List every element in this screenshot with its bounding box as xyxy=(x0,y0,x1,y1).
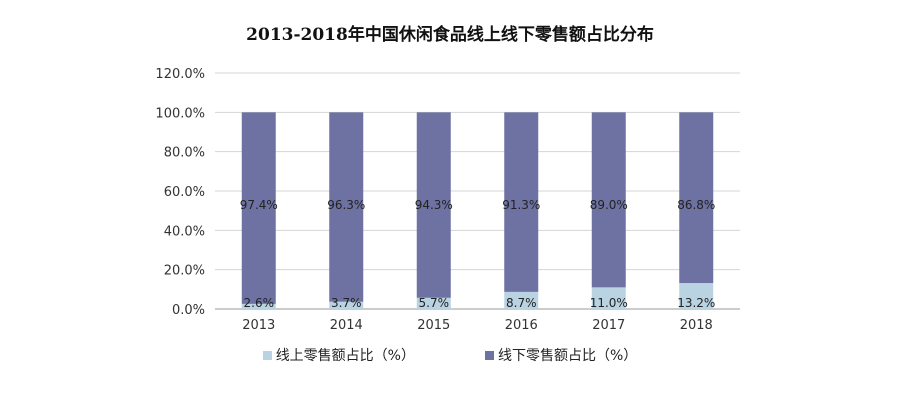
data-label-online: 2.6% xyxy=(244,296,275,310)
y-tick-label: 40.0% xyxy=(164,224,205,239)
legend-item-online: 线上零售额占比（%） xyxy=(262,345,415,365)
bar-segment-offline xyxy=(679,112,714,284)
x-tick-label: 2013 xyxy=(242,318,275,333)
chart-title: 2013-2018年中国休闲食品线上线下零售额占比分布 xyxy=(246,25,654,45)
bar-segment-offline xyxy=(591,112,626,288)
legend: 线上零售额占比（%） 线下零售额占比（%） xyxy=(0,345,900,365)
bar-segment-online xyxy=(504,291,539,309)
data-label-online: 11.0% xyxy=(590,296,628,310)
legend-swatch-online xyxy=(262,350,272,360)
bar-segment-offline xyxy=(329,112,364,302)
bar-segment-offline xyxy=(416,112,451,298)
data-label-offline: 94.3% xyxy=(415,198,453,212)
legend-label-online: 线上零售额占比（%） xyxy=(275,348,415,364)
data-label-offline: 86.8% xyxy=(677,198,715,212)
legend-item-offline: 线下零售额占比（%） xyxy=(485,345,637,365)
x-tick-label: 2017 xyxy=(592,318,625,333)
bar-segment-online xyxy=(416,297,451,309)
legend-label-offline: 线下零售额占比（%） xyxy=(498,348,638,364)
data-label-offline: 91.3% xyxy=(502,198,540,212)
data-label-offline: 96.3% xyxy=(327,198,365,212)
data-label-offline: 97.4% xyxy=(240,198,278,212)
y-tick-label: 80.0% xyxy=(164,146,205,161)
y-tick-label: 120.0% xyxy=(155,67,205,82)
bar-segment-online xyxy=(241,303,276,309)
data-label-online: 8.7% xyxy=(506,296,537,310)
y-tick-label: 0.0% xyxy=(172,303,205,318)
y-tick-label: 60.0% xyxy=(164,185,205,200)
bar-segment-online xyxy=(591,287,626,309)
data-label-online: 3.7% xyxy=(331,296,362,310)
x-tick-label: 2014 xyxy=(330,318,363,333)
x-tick-label: 2015 xyxy=(417,318,450,333)
data-label-offline: 89.0% xyxy=(590,198,628,212)
bar-segment-online xyxy=(329,301,364,309)
y-tick-label: 100.0% xyxy=(155,106,205,121)
bar-segment-offline xyxy=(504,112,539,292)
data-label-online: 13.2% xyxy=(677,296,715,310)
x-tick-label: 2016 xyxy=(505,318,538,333)
data-label-online: 5.7% xyxy=(419,296,450,310)
legend-swatch-offline xyxy=(485,350,494,360)
y-tick-label: 20.0% xyxy=(164,264,205,279)
x-tick-label: 2018 xyxy=(680,318,713,333)
bar-segment-online xyxy=(679,283,714,309)
bar-segment-offline xyxy=(241,112,276,304)
